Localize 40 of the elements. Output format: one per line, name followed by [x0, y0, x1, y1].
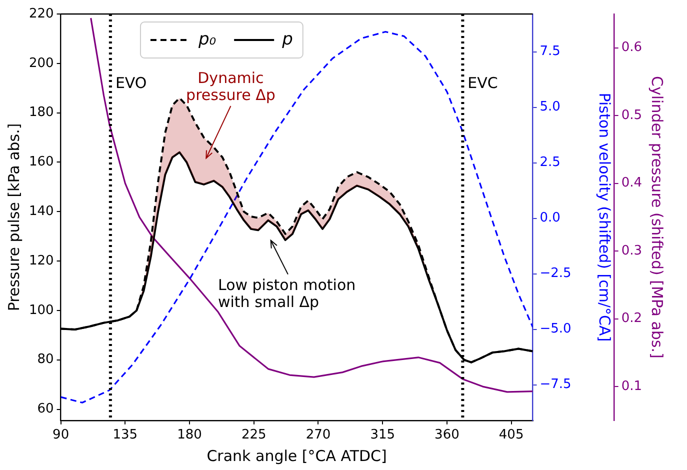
y-tick-label: 140 — [28, 204, 54, 220]
x-tick-label: 405 — [498, 428, 524, 443]
y2-tick-label: 2.5 — [540, 155, 560, 170]
y3-tick-label: 0.2 — [621, 311, 642, 326]
x-tick-label: 270 — [306, 428, 331, 443]
y2-axis-title: Piston velocity (shifted) [cm/°CA] — [595, 92, 614, 342]
y-tick-label: 60 — [37, 402, 54, 417]
y-tick-label: 160 — [28, 154, 54, 170]
annotation: Low piston motion with small Δp — [218, 276, 356, 312]
ref-line-label: EVC — [468, 74, 498, 92]
x-tick-label: 180 — [177, 428, 202, 443]
y3-tick-label: 0.1 — [621, 378, 642, 394]
y3-axis-title: Cylinder pressure (shifted) [MPa abs.] — [648, 76, 666, 358]
annotation: Dynamic pressure Δp — [186, 68, 276, 104]
y-tick-label: 80 — [37, 352, 54, 368]
legend-label: p — [281, 29, 294, 50]
x-tick-label: 135 — [112, 428, 138, 443]
x-tick-label: 315 — [370, 428, 396, 443]
y-axis-title: Pressure pulse [kPa abs.] — [4, 123, 23, 312]
y2-tick-label: −7.5 — [540, 377, 572, 392]
y3-tick-label: 0.6 — [621, 40, 642, 56]
x-tick-label: 90 — [52, 428, 70, 443]
y2-tick-label: 7.5 — [540, 44, 560, 60]
y-tick-label: 120 — [28, 253, 54, 268]
x-axis-title: Crank angle [°CA ATDC] — [206, 446, 387, 465]
y-tick-label: 200 — [28, 56, 54, 71]
y2-tick-label: −2.5 — [540, 266, 572, 282]
x-tick-label: 225 — [241, 428, 266, 443]
x-tick-label: 360 — [434, 428, 460, 443]
y-tick-label: 100 — [28, 302, 54, 318]
y2-tick-label: 0.0 — [540, 210, 560, 226]
y3-tick-label: 0.3 — [621, 243, 642, 258]
y-tick-label: 220 — [28, 6, 54, 22]
ref-line-label: EVO — [115, 74, 147, 92]
y2-tick-label: −5.0 — [540, 322, 572, 337]
y3-tick-label: 0.4 — [621, 176, 642, 191]
y2-tick-label: 5.0 — [540, 100, 560, 115]
y-tick-label: 180 — [28, 105, 54, 120]
y3-tick-label: 0.5 — [621, 108, 642, 123]
legend-label: p₀ — [197, 29, 216, 50]
